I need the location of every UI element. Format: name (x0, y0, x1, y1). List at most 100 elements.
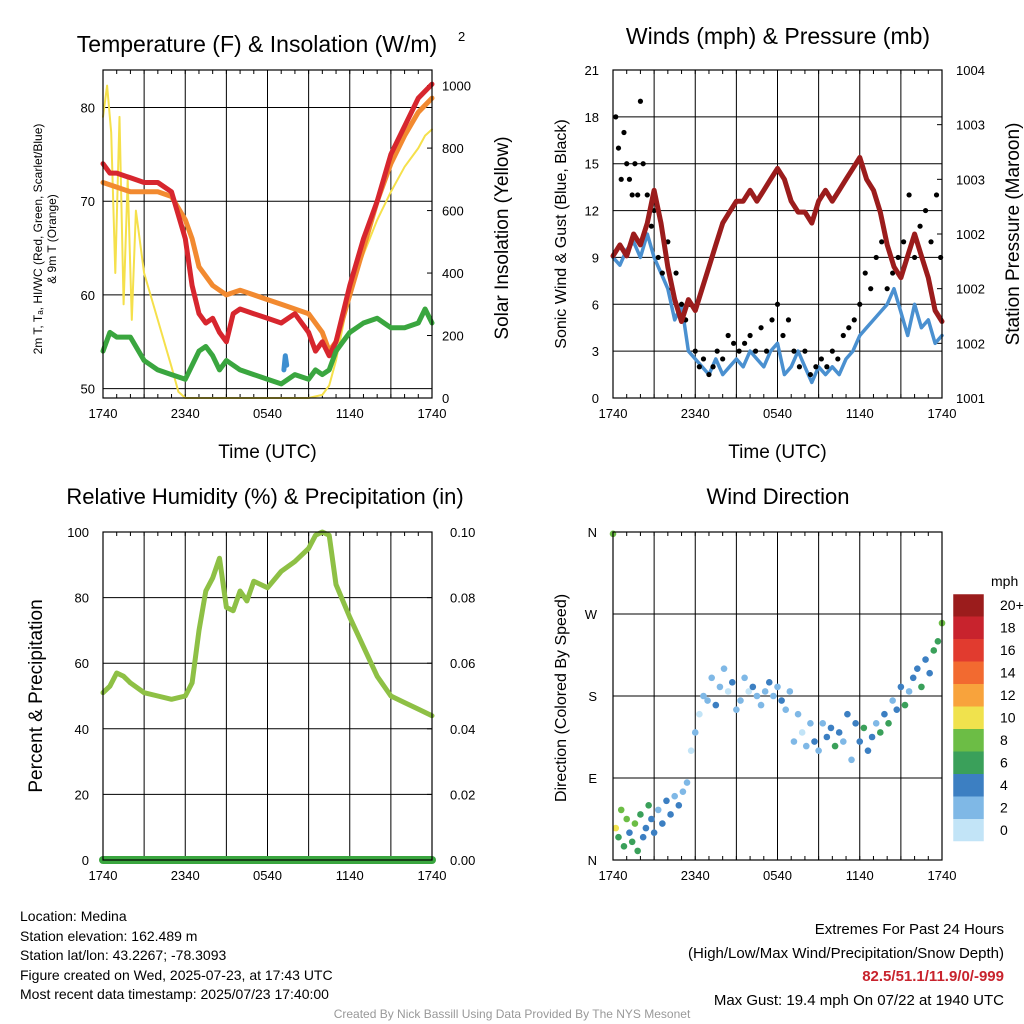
plot-frame (102, 531, 433, 861)
chart-title: Wind Direction (706, 484, 849, 509)
colorbar-label: 0 (1000, 822, 1008, 838)
direction-point (782, 706, 790, 713)
direction-point (623, 815, 631, 823)
colorbar-swatch (953, 616, 984, 639)
x-tick-label: 1740 (89, 406, 118, 421)
station-elevation: Station elevation: 162.489 m (20, 927, 198, 944)
y-tick-label: W (585, 607, 598, 622)
x-tick-label: 1140 (846, 406, 874, 421)
gust-point (696, 364, 702, 370)
colorbar-swatch (953, 639, 984, 662)
colorbar-swatch (953, 729, 984, 752)
direction-point (720, 665, 728, 672)
direction-point (827, 724, 835, 732)
x-tick-label: 1740 (418, 868, 447, 883)
gust-point (731, 340, 737, 346)
direction-point (926, 669, 933, 677)
y-tick-label: 50 (81, 382, 95, 397)
direction-point (872, 720, 880, 727)
station-latlon: Station lat/lon: 43.2267; -78.3093 (20, 947, 227, 963)
colorbar-label: 6 (1000, 755, 1008, 771)
x-tick-label: 2340 (171, 406, 200, 421)
y-tick-label: 80 (75, 591, 89, 606)
x-tick-label: 0540 (763, 406, 792, 421)
extremes-fields: (High/Low/Max Wind/Precipitation/Snow De… (688, 944, 1004, 962)
gust-point (884, 286, 890, 292)
speed-colorbar: mph 20+ 18 16 14 12 10 8 6 4 2 0 (952, 573, 1024, 842)
direction-point (856, 738, 864, 745)
gust-point (618, 176, 624, 182)
direction-point (881, 710, 888, 718)
direction-point (654, 806, 662, 814)
y2-tick-label: 400 (442, 266, 464, 281)
y-tick-label: 9 (592, 250, 599, 265)
x-tick-label: 0540 (763, 868, 792, 883)
y-tick-label: N (588, 525, 597, 540)
direction-point (634, 847, 641, 855)
series-line-hi-wc (281, 353, 290, 373)
recent-data-timestamp: Most recent data timestamp: 2025/07/23 1… (20, 986, 329, 1002)
gust-point (901, 239, 907, 245)
x-tick-label: 1740 (89, 868, 118, 883)
direction-point (753, 692, 761, 700)
colorbar-unit: mph (991, 573, 1018, 589)
gust-point (890, 270, 896, 276)
direction-point (794, 710, 802, 718)
colorbar-frame (952, 593, 985, 842)
colorbar-label: 14 (1000, 665, 1016, 681)
gust-point (917, 223, 923, 229)
colorbar-swatch (953, 796, 984, 819)
direction-point (860, 724, 868, 732)
y2-tick-label: 800 (442, 141, 464, 156)
direction-point (648, 815, 655, 823)
chart-title: Relative Humidity (%) & Precipitation (i… (66, 484, 463, 509)
gust-point (873, 254, 879, 261)
x-tick-label: 0540 (253, 406, 282, 421)
direction-point (631, 820, 639, 827)
y-tick-label: 21 (585, 63, 599, 78)
series-line-station-pressure (610, 155, 945, 324)
y-tick-label: 60 (75, 656, 89, 671)
x-tick-label: 1140 (846, 868, 874, 883)
direction-point (757, 701, 765, 709)
gust-point (736, 348, 742, 354)
direction-point (802, 742, 810, 750)
y-tick-label: S (588, 689, 597, 704)
direction-point (889, 697, 896, 704)
colorbar-swatch (953, 661, 984, 684)
gust-point (785, 317, 792, 323)
direction-point (815, 747, 822, 754)
direction-point (840, 738, 847, 745)
direction-point (765, 679, 773, 686)
direction-point (922, 656, 929, 663)
gust-point (640, 161, 646, 167)
y-tick-label: 18 (585, 110, 599, 125)
y2-tick-label: 0.02 (450, 787, 475, 802)
y2-tick-label: 1004 (956, 63, 985, 78)
direction-point (716, 683, 724, 691)
direction-point (671, 792, 678, 800)
gust-point (851, 317, 857, 323)
colorbar-label: 10 (1000, 710, 1016, 726)
gust-point (692, 348, 698, 354)
plot-frame (612, 531, 943, 861)
direction-point (667, 811, 674, 818)
direction-point (679, 788, 687, 795)
direction-point (844, 710, 851, 718)
direction-point (663, 797, 670, 805)
gust-point (706, 371, 712, 378)
direction-point (811, 738, 818, 745)
colorbar-label: 4 (1000, 777, 1008, 793)
gust-point (911, 254, 918, 261)
direction-point (848, 756, 855, 764)
gust-point (802, 348, 808, 354)
direction-point (650, 829, 658, 836)
x-tick-label: 1740 (599, 868, 628, 883)
y-axis-label: Direction (Colored By Speed) (553, 594, 570, 802)
colorbar-swatch (953, 751, 984, 774)
direction-point (897, 683, 905, 691)
gust-point (655, 254, 661, 261)
colorbar-label: 18 (1000, 620, 1016, 636)
direction-point (909, 674, 917, 682)
